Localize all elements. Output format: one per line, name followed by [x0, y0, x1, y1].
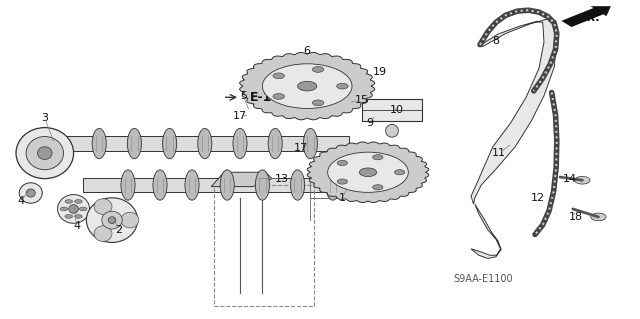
Ellipse shape	[312, 100, 324, 106]
Polygon shape	[471, 204, 501, 258]
Bar	[83, 178, 368, 192]
Ellipse shape	[337, 160, 348, 166]
Ellipse shape	[153, 170, 167, 200]
Polygon shape	[211, 172, 272, 187]
Text: 4: 4	[73, 221, 81, 232]
Text: 15: 15	[355, 95, 369, 106]
Ellipse shape	[328, 152, 408, 192]
Ellipse shape	[268, 128, 282, 159]
Text: 12: 12	[531, 193, 545, 203]
Polygon shape	[239, 52, 375, 120]
Ellipse shape	[94, 226, 112, 241]
Ellipse shape	[255, 170, 269, 200]
Ellipse shape	[337, 179, 348, 184]
Text: 9: 9	[366, 118, 374, 128]
Circle shape	[591, 213, 606, 221]
Ellipse shape	[233, 128, 247, 159]
Ellipse shape	[69, 205, 79, 213]
Text: 2: 2	[115, 225, 122, 235]
Circle shape	[74, 214, 83, 218]
Ellipse shape	[94, 199, 112, 214]
Text: 7: 7	[345, 180, 353, 190]
Ellipse shape	[372, 155, 383, 160]
Text: 5: 5	[240, 91, 246, 101]
Polygon shape	[307, 142, 429, 203]
Text: 18: 18	[569, 212, 583, 222]
Ellipse shape	[273, 73, 285, 79]
Ellipse shape	[92, 128, 106, 159]
Ellipse shape	[303, 128, 317, 159]
Circle shape	[65, 200, 73, 204]
Ellipse shape	[385, 124, 398, 137]
Circle shape	[74, 200, 83, 204]
Text: 3: 3	[42, 113, 48, 123]
Ellipse shape	[121, 170, 135, 200]
Text: 14: 14	[563, 174, 577, 184]
Ellipse shape	[326, 170, 340, 200]
Ellipse shape	[298, 81, 317, 91]
Ellipse shape	[163, 128, 177, 159]
Text: 13: 13	[275, 174, 289, 184]
Ellipse shape	[394, 170, 405, 175]
Ellipse shape	[19, 183, 42, 203]
Ellipse shape	[108, 217, 116, 223]
Text: 6: 6	[304, 46, 310, 56]
Bar	[214, 185, 314, 306]
Bar	[54, 136, 349, 151]
Text: 4: 4	[17, 196, 25, 206]
Ellipse shape	[121, 212, 139, 228]
Ellipse shape	[360, 168, 376, 177]
Ellipse shape	[273, 93, 285, 99]
Circle shape	[60, 207, 68, 211]
Bar	[362, 99, 422, 121]
Text: 17: 17	[294, 143, 308, 153]
Text: 8: 8	[492, 36, 500, 47]
Ellipse shape	[38, 147, 52, 160]
Circle shape	[306, 95, 321, 103]
Ellipse shape	[262, 64, 352, 108]
Ellipse shape	[16, 128, 74, 179]
Ellipse shape	[291, 170, 305, 200]
Text: 11: 11	[492, 148, 506, 158]
Ellipse shape	[26, 137, 63, 170]
Text: 17: 17	[233, 111, 247, 122]
Text: FR.: FR.	[579, 12, 599, 23]
Ellipse shape	[26, 189, 35, 197]
Text: 16: 16	[316, 67, 330, 77]
Text: 1: 1	[339, 193, 346, 203]
Ellipse shape	[86, 198, 138, 242]
FancyArrow shape	[561, 6, 611, 27]
Ellipse shape	[337, 83, 348, 89]
Ellipse shape	[185, 170, 199, 200]
Text: E-10: E-10	[250, 91, 281, 104]
Polygon shape	[471, 19, 557, 204]
Ellipse shape	[372, 185, 383, 190]
Text: 19: 19	[372, 67, 387, 77]
Ellipse shape	[102, 211, 122, 229]
Circle shape	[65, 214, 73, 218]
Text: S9AA-E1100: S9AA-E1100	[453, 274, 513, 284]
Ellipse shape	[220, 170, 234, 200]
Ellipse shape	[312, 67, 324, 72]
Ellipse shape	[198, 128, 212, 159]
Text: 10: 10	[390, 105, 404, 115]
Ellipse shape	[127, 128, 141, 159]
Circle shape	[271, 63, 286, 71]
Circle shape	[575, 176, 590, 184]
Circle shape	[79, 207, 87, 211]
Ellipse shape	[58, 195, 90, 223]
